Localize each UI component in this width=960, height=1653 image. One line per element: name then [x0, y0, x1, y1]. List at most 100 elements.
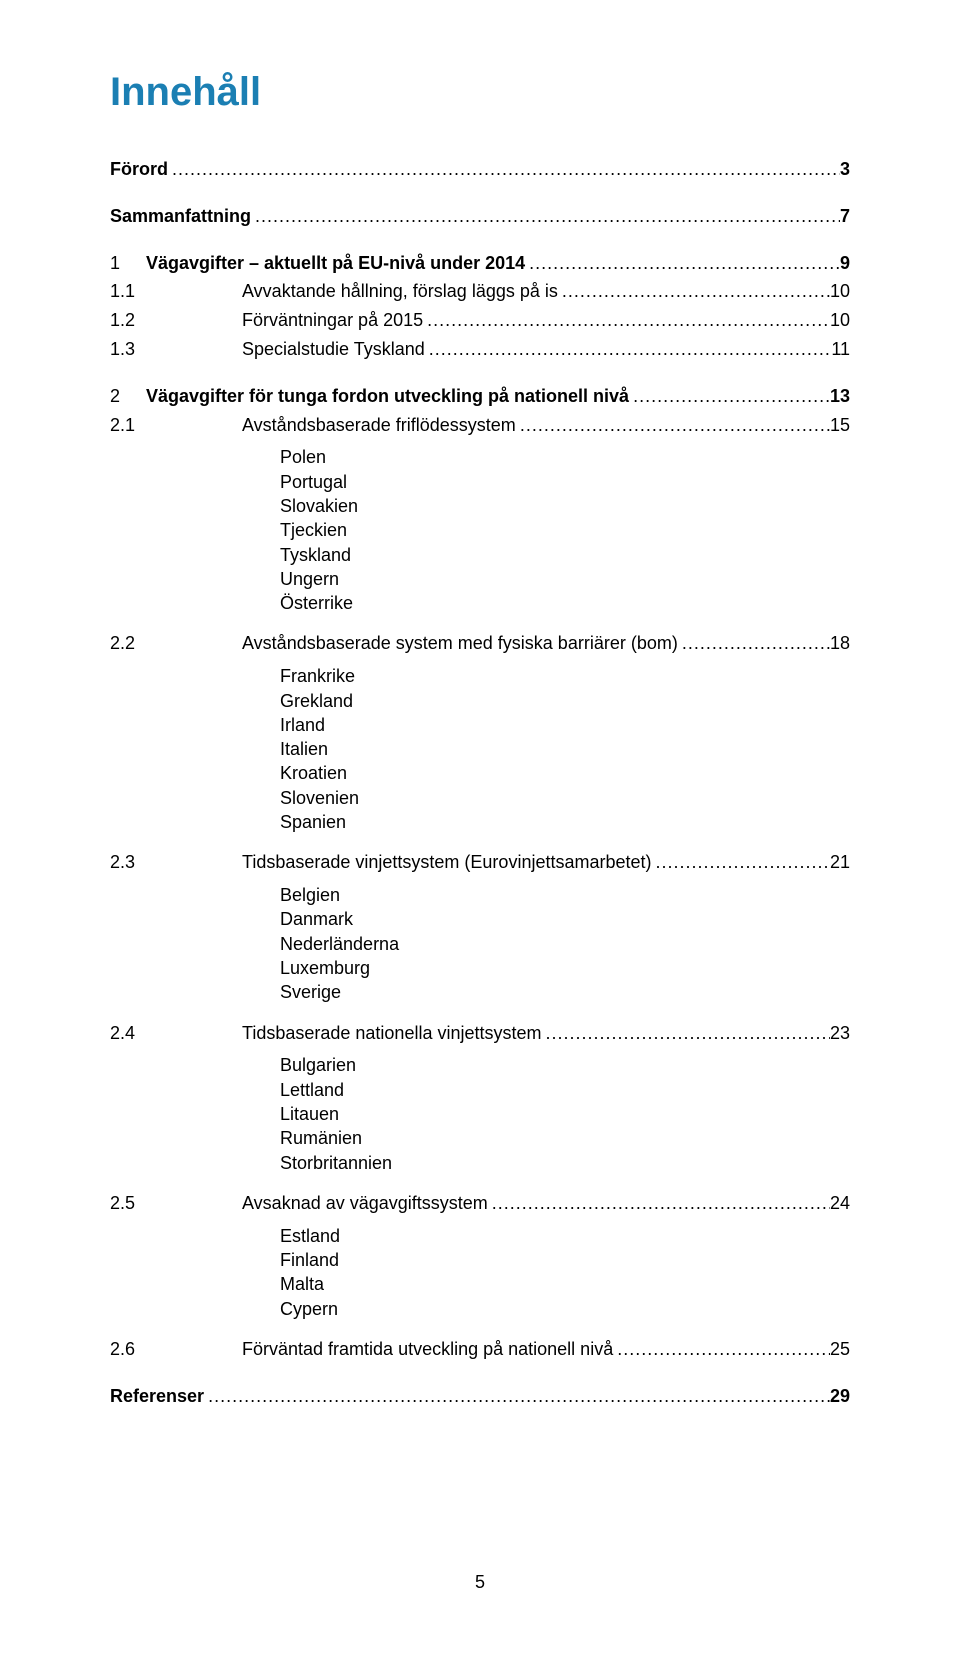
toc-leader: ........................................…: [425, 335, 832, 364]
toc-page: 13: [830, 382, 850, 411]
toc-label: Avståndsbaserade system med fysiska barr…: [242, 629, 678, 658]
sublist-item: Rumänien: [280, 1126, 850, 1150]
sublist-item: Spanien: [280, 810, 850, 834]
toc-leader: ........................................…: [629, 382, 830, 411]
sublist-item: Cypern: [280, 1297, 850, 1321]
toc-entry-2: 2 Vägavgifter för tunga fordon utvecklin…: [110, 382, 850, 411]
toc-sublist-2-3: Belgien Danmark Nederländerna Luxemburg …: [280, 883, 850, 1004]
footer-page-number: 5: [0, 1572, 960, 1593]
toc-entry-2-6: 2.6 Förväntad framtida utveckling på nat…: [110, 1335, 850, 1364]
toc-leader: ........................................…: [542, 1019, 830, 1048]
sublist-item: Irland: [280, 713, 850, 737]
toc-num: 1.1: [110, 277, 242, 306]
toc-num: 2.5: [110, 1189, 242, 1218]
toc-leader: ........................................…: [204, 1382, 830, 1411]
toc-page: 18: [830, 629, 850, 658]
toc-num: 2.4: [110, 1019, 242, 1048]
sublist-item: Ungern: [280, 567, 850, 591]
toc-sublist-2-1: Polen Portugal Slovakien Tjeckien Tyskla…: [280, 445, 850, 615]
toc-num: 2.3: [110, 848, 242, 877]
sublist-item: Danmark: [280, 907, 850, 931]
toc-num: 2.1: [110, 411, 242, 440]
toc-leader: ........................................…: [168, 155, 840, 184]
sublist-item: Grekland: [280, 689, 850, 713]
toc-leader: ........................................…: [516, 411, 830, 440]
sublist-item: Estland: [280, 1224, 850, 1248]
toc-num: 2.6: [110, 1335, 242, 1364]
toc-label: Tidsbaserade nationella vinjettsystem: [242, 1019, 542, 1048]
toc-sublist-2-2: Frankrike Grekland Irland Italien Kroati…: [280, 664, 850, 834]
sublist-item: Belgien: [280, 883, 850, 907]
sublist-item: Portugal: [280, 470, 850, 494]
toc-page: 25: [830, 1335, 850, 1364]
toc-page: 29: [830, 1382, 850, 1411]
toc-page: 9: [840, 249, 850, 278]
toc-label: Vägavgifter för tunga fordon utveckling …: [146, 382, 629, 411]
toc-entry-2-3: 2.3 Tidsbaserade vinjettsystem (Eurovinj…: [110, 848, 850, 877]
sublist-item: Slovenien: [280, 786, 850, 810]
toc-num: 1.3: [110, 335, 242, 364]
toc-label: Förväntningar på 2015: [242, 306, 423, 335]
toc-num: 2.2: [110, 629, 242, 658]
sublist-item: Malta: [280, 1272, 850, 1296]
toc-entry-2-5: 2.5 Avsaknad av vägavgiftssystem .......…: [110, 1189, 850, 1218]
toc-entry-1: 1 Vägavgifter – aktuellt på EU-nivå unde…: [110, 249, 850, 278]
sublist-item: Sverige: [280, 980, 850, 1004]
sublist-item: Polen: [280, 445, 850, 469]
sublist-item: Frankrike: [280, 664, 850, 688]
toc-page: 23: [830, 1019, 850, 1048]
toc-num: 1: [110, 249, 146, 278]
toc-leader: ........................................…: [251, 202, 840, 231]
toc-page: 15: [830, 411, 850, 440]
toc-num: 1.2: [110, 306, 242, 335]
toc-entry-2-4: 2.4 Tidsbaserade nationella vinjettsyste…: [110, 1019, 850, 1048]
toc-label: Specialstudie Tyskland: [242, 335, 425, 364]
sublist-item: Nederländerna: [280, 932, 850, 956]
page-container: Innehåll Förord ........................…: [0, 0, 960, 1653]
sublist-item: Luxemburg: [280, 956, 850, 980]
sublist-item: Bulgarien: [280, 1053, 850, 1077]
toc-label: Sammanfattning: [110, 202, 251, 231]
toc-entry-2-1: 2.1 Avståndsbaserade friflödessystem ...…: [110, 411, 850, 440]
toc-entry-1-2: 1.2 Förväntningar på 2015 ..............…: [110, 306, 850, 335]
sublist-item: Finland: [280, 1248, 850, 1272]
toc-label: Referenser: [110, 1382, 204, 1411]
toc-entry-2-2: 2.2 Avståndsbaserade system med fysiska …: [110, 629, 850, 658]
toc-page: 3: [840, 155, 850, 184]
page-title: Innehåll: [110, 70, 850, 115]
toc-leader: ........................................…: [423, 306, 830, 335]
toc-label: Tidsbaserade vinjettsystem (Eurovinjetts…: [242, 848, 652, 877]
sublist-item: Lettland: [280, 1078, 850, 1102]
toc-entry-forord: Förord .................................…: [110, 155, 850, 184]
sublist-item: Tjeckien: [280, 518, 850, 542]
toc-leader: ........................................…: [652, 848, 830, 877]
sublist-item: Kroatien: [280, 761, 850, 785]
toc-leader: ........................................…: [525, 249, 840, 278]
toc-sublist-2-5: Estland Finland Malta Cypern: [280, 1224, 850, 1321]
sublist-item: Tyskland: [280, 543, 850, 567]
toc-page: 10: [830, 277, 850, 306]
toc-label: Vägavgifter – aktuellt på EU-nivå under …: [146, 249, 525, 278]
sublist-item: Österrike: [280, 591, 850, 615]
toc-leader: ........................................…: [488, 1189, 830, 1218]
toc-label: Förord: [110, 155, 168, 184]
sublist-item: Slovakien: [280, 494, 850, 518]
toc-page: 7: [840, 202, 850, 231]
toc-leader: ........................................…: [678, 629, 830, 658]
toc-page: 11: [831, 335, 850, 364]
toc-num: 2: [110, 382, 146, 411]
toc-leader: ........................................…: [613, 1335, 830, 1364]
toc-entry-referenser: Referenser .............................…: [110, 1382, 850, 1411]
toc-label: Avvaktande hållning, förslag läggs på is: [242, 277, 558, 306]
toc-entry-1-3: 1.3 Specialstudie Tyskland .............…: [110, 335, 850, 364]
sublist-item: Litauen: [280, 1102, 850, 1126]
toc-label: Avståndsbaserade friflödessystem: [242, 411, 516, 440]
sublist-item: Storbritannien: [280, 1151, 850, 1175]
toc-page: 10: [830, 306, 850, 335]
toc-page: 21: [830, 848, 850, 877]
toc-sublist-2-4: Bulgarien Lettland Litauen Rumänien Stor…: [280, 1053, 850, 1174]
toc-leader: ........................................…: [558, 277, 830, 306]
toc-entry-1-1: 1.1 Avvaktande hållning, förslag läggs p…: [110, 277, 850, 306]
toc-entry-sammanfattning: Sammanfattning .........................…: [110, 202, 850, 231]
toc-label: Förväntad framtida utveckling på natione…: [242, 1335, 613, 1364]
